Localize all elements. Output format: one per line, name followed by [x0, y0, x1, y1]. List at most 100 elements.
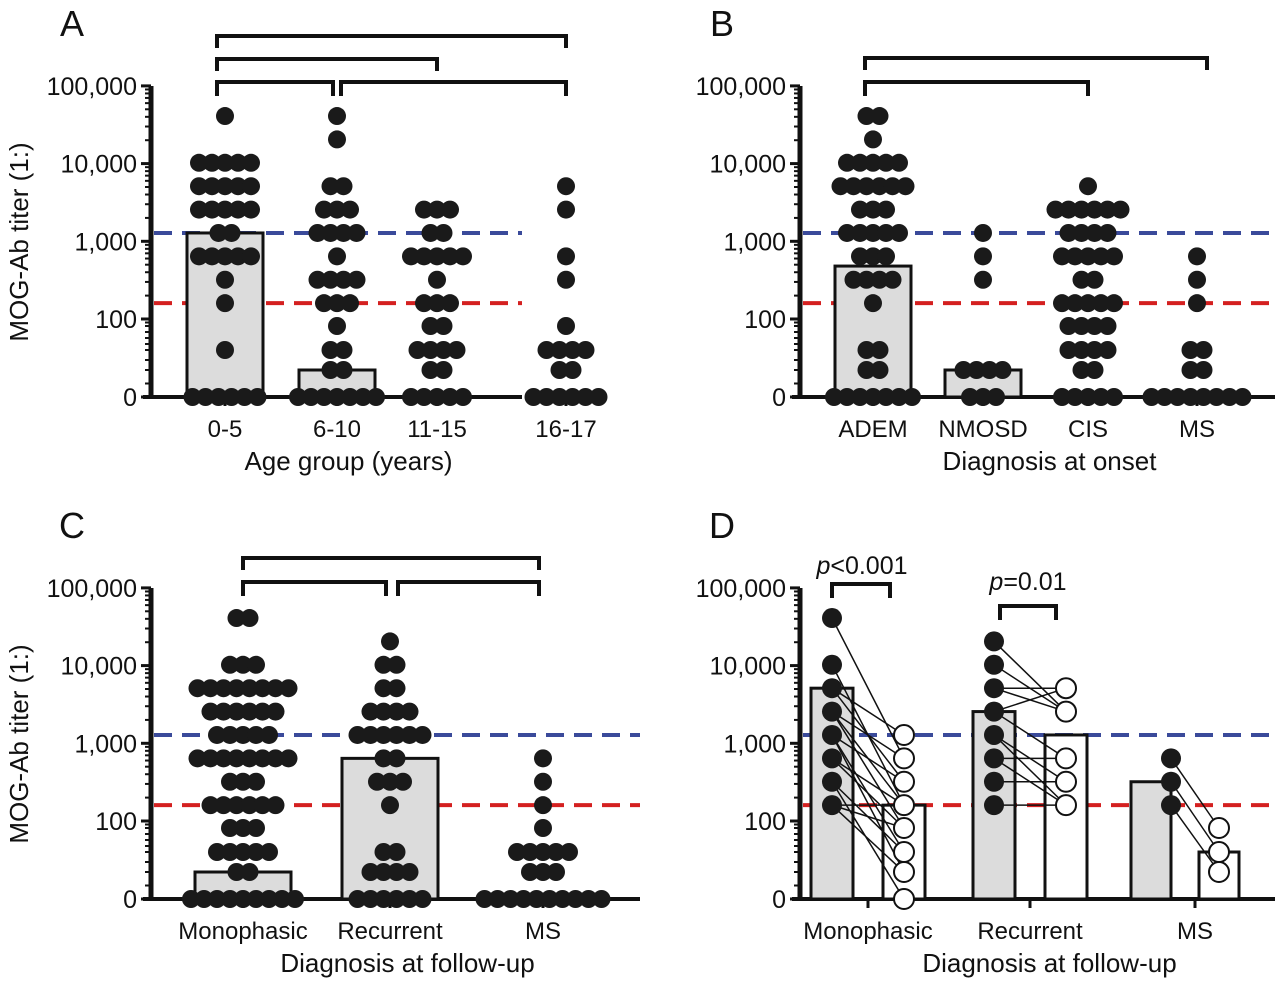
x-tick-label: CIS	[1068, 416, 1108, 443]
data-point	[240, 702, 259, 721]
onset-point	[984, 724, 1004, 745]
data-point	[321, 270, 340, 289]
pair-line	[993, 710, 1067, 759]
data-point	[279, 679, 298, 698]
significance-bracket	[215, 57, 439, 71]
data-point	[1207, 388, 1226, 406]
data-point	[188, 679, 207, 698]
data-point	[1066, 388, 1084, 406]
data-point	[286, 890, 304, 908]
data-point	[534, 749, 552, 768]
data-point	[387, 679, 406, 698]
data-point	[870, 361, 889, 379]
data-point	[563, 361, 582, 379]
data-point	[447, 341, 466, 359]
data-point	[203, 247, 221, 266]
panel-letter: D	[709, 505, 735, 546]
data-point	[328, 130, 346, 149]
pair-line	[831, 804, 905, 873]
data-point	[1085, 341, 1104, 359]
data-point	[201, 702, 220, 721]
data-point	[1079, 247, 1097, 266]
data-point	[1079, 177, 1097, 196]
data-point	[851, 153, 869, 172]
data-point	[1233, 388, 1252, 406]
y-tick-label: 1,000	[74, 730, 137, 758]
followup-point	[893, 841, 915, 863]
data-point	[247, 725, 265, 744]
pair-line	[831, 710, 905, 759]
data-point	[589, 388, 608, 406]
data-point	[563, 341, 582, 359]
p-value-annotation: p=0.01	[988, 568, 1066, 596]
data-point	[870, 341, 889, 359]
y-tick-label: 0	[123, 886, 137, 914]
data-point	[434, 341, 453, 359]
data-point	[361, 725, 380, 744]
data-point	[1181, 341, 1200, 359]
data-point	[341, 388, 359, 406]
data-point	[214, 702, 233, 721]
data-point	[328, 247, 346, 266]
data-point	[387, 702, 406, 721]
significance-bracket	[339, 80, 568, 96]
data-point	[557, 270, 575, 289]
data-point	[1098, 223, 1117, 242]
followup-point	[1055, 747, 1077, 770]
data-point	[183, 388, 202, 406]
onset-point	[984, 654, 1004, 675]
panel-a: 0 100 1,000 10,000 100,000 0-5 6-10 11-15 16-17 A…	[4, 3, 608, 476]
data-point	[229, 200, 247, 219]
data-point	[334, 270, 353, 289]
data-point	[234, 725, 252, 744]
x-axis-title: Diagnosis at follow-up	[922, 948, 1176, 978]
data-point	[374, 890, 393, 908]
data-point	[540, 890, 559, 908]
data-point	[428, 388, 446, 406]
significance-bracket	[863, 56, 1209, 70]
data-point	[1072, 270, 1091, 289]
data-point	[547, 863, 565, 881]
onset-point	[1161, 748, 1181, 769]
data-point	[315, 294, 333, 313]
data-point	[890, 388, 908, 406]
data-point	[242, 153, 260, 172]
y-tick-label: 1,000	[723, 730, 786, 758]
data-point	[266, 702, 285, 721]
data-point	[428, 247, 446, 266]
data-point	[402, 388, 420, 406]
data-point	[1053, 247, 1071, 266]
data-point	[1188, 270, 1206, 289]
data-point	[550, 341, 569, 359]
y-axis-title: MOG-Ab titer (1:)	[4, 142, 34, 341]
data-point	[974, 247, 992, 266]
data-point	[248, 388, 267, 406]
data-point	[864, 294, 882, 313]
data-point	[381, 772, 399, 791]
data-point	[421, 361, 440, 379]
y-tick-label: 100,000	[47, 575, 137, 603]
panel-letter: A	[60, 3, 84, 44]
data-point	[328, 107, 346, 126]
data-point	[501, 890, 520, 908]
followup-point	[893, 770, 915, 793]
data-point	[1059, 341, 1078, 359]
data-point	[1098, 341, 1117, 359]
significance-bracket	[998, 604, 1058, 620]
data-point	[260, 890, 278, 908]
data-point	[196, 388, 215, 406]
data-point	[550, 388, 569, 406]
panel-letter: B	[710, 3, 734, 44]
y-tick-label: 10,000	[61, 151, 137, 179]
significance-bracket	[241, 580, 388, 596]
pair-line	[831, 781, 905, 900]
data-point	[227, 749, 246, 768]
data-point	[227, 609, 246, 628]
data-point	[247, 819, 265, 837]
data-point	[1194, 341, 1213, 359]
data-point	[328, 317, 346, 335]
data-point	[240, 749, 259, 768]
pair-line	[831, 734, 905, 783]
x-tick-label: Monophasic	[803, 918, 932, 945]
data-point	[321, 361, 340, 379]
